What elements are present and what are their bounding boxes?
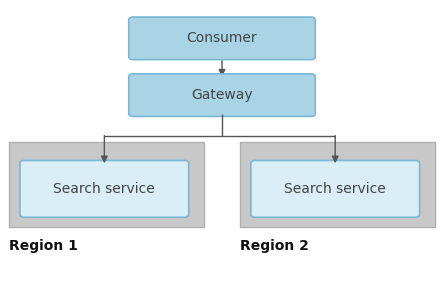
- Text: Search service: Search service: [284, 182, 386, 196]
- Bar: [240, 142, 435, 227]
- Text: Region 1: Region 1: [9, 239, 78, 252]
- FancyBboxPatch shape: [129, 74, 315, 116]
- Text: Consumer: Consumer: [186, 31, 258, 45]
- FancyBboxPatch shape: [251, 160, 420, 217]
- FancyBboxPatch shape: [129, 17, 315, 60]
- Text: Region 2: Region 2: [240, 239, 309, 252]
- Bar: [9, 142, 204, 227]
- Text: Search service: Search service: [53, 182, 155, 196]
- Text: Gateway: Gateway: [191, 88, 253, 102]
- FancyBboxPatch shape: [20, 160, 189, 217]
